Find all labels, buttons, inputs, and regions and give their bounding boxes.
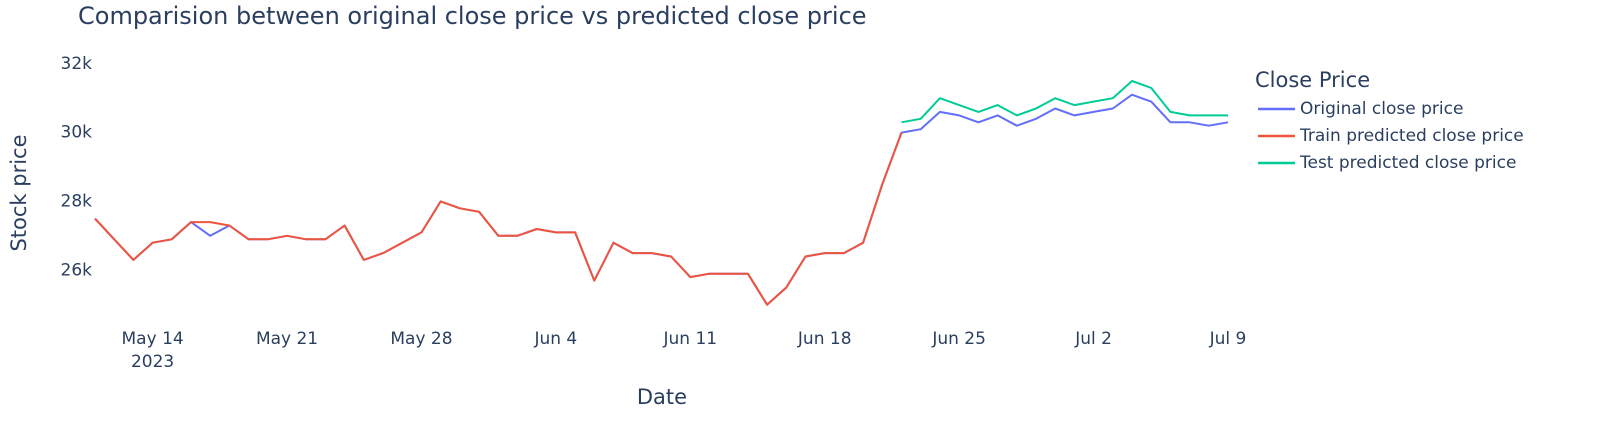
chart-title: Comparision between original close price… [78, 2, 867, 30]
x-tick-label: Jul 9 [1209, 329, 1247, 349]
legend-label: Train predicted close price [1299, 126, 1524, 146]
legend-label: Original close price [1300, 99, 1463, 119]
x-tick-label: 2023 [131, 352, 174, 372]
series-line [94, 93, 1229, 306]
x-tick-label: Jun 11 [663, 329, 718, 349]
y-tick-label: 30k [61, 123, 93, 143]
x-tick-label: Jun 18 [797, 329, 852, 349]
series-line [901, 80, 1228, 124]
x-tick-label: May 28 [390, 329, 452, 349]
y-tick-label: 32k [61, 54, 93, 74]
x-tick-label: Jun 4 [533, 329, 577, 349]
x-axis-title: Date [637, 385, 687, 409]
x-tick-label: May 21 [256, 329, 318, 349]
legend-label: Test predicted close price [1299, 153, 1516, 173]
legend-title: Close Price [1255, 68, 1370, 92]
y-tick-label: 26k [61, 260, 93, 280]
x-tick-label: Jul 2 [1074, 329, 1112, 349]
y-axis-title: Stock price [7, 134, 31, 251]
x-tick-label: May 14 [122, 329, 184, 349]
x-tick-label: Jun 25 [931, 329, 986, 349]
series-line [94, 132, 903, 306]
y-tick-label: 28k [61, 191, 93, 211]
